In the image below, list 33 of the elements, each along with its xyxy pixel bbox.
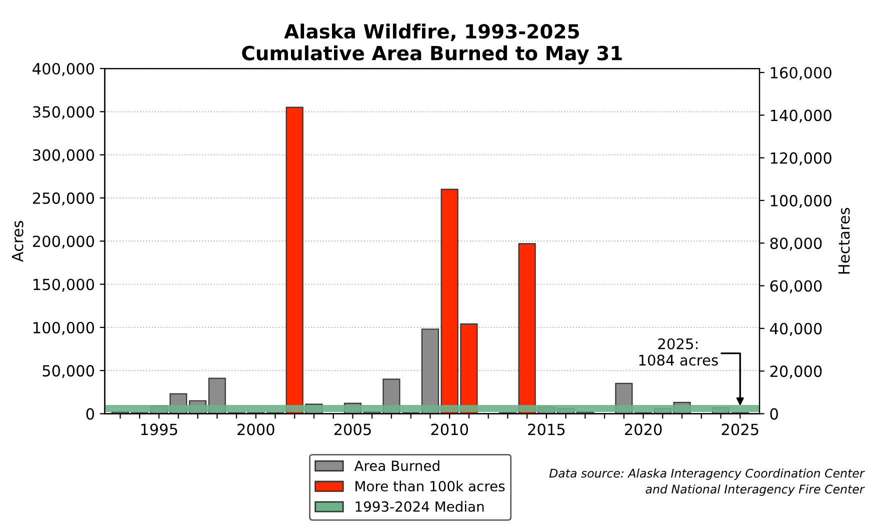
legend-label: More than 100k acres: [356, 480, 505, 492]
y2-tick-label: 0: [770, 408, 778, 420]
y-tick-label: 200,000: [32, 236, 94, 249]
y2-tick-label: 160,000: [770, 66, 832, 80]
x-tick-label: 2015: [528, 424, 565, 436]
legend-label: 1993-2024 Median: [356, 501, 484, 512]
y-tick-label: 100,000: [34, 322, 94, 335]
y2-tick-label: 100,000: [770, 194, 832, 208]
x-tick-label: 2000: [238, 424, 274, 436]
y2-tick-label: 20,000: [770, 366, 822, 379]
y-tick-label: 300,000: [33, 149, 94, 162]
y2-tick-label: 40,000: [770, 322, 822, 336]
x-tick-label: 1995: [141, 424, 178, 436]
y-tick-label: 50,000: [42, 365, 94, 378]
chart-title: Alaska Wildfire, 1993-2025 Cumulative Area Burned to May 31: [242, 24, 622, 64]
x-tick-label: 2020: [624, 424, 662, 436]
source-note: Data source: Alaska Interagency Coordination Center and National Interagency Fire Center: [549, 468, 865, 496]
y-tick-label: 400,000: [32, 62, 94, 76]
y-axis-title: Acres: [12, 220, 24, 262]
y2-tick-label: 60,000: [770, 280, 822, 294]
y2-tick-label: 120,000: [770, 152, 832, 166]
x-tick-label: 2025: [722, 424, 758, 436]
y-tick-label: 250,000: [32, 192, 94, 206]
y2-axis-title: Hectares: [838, 208, 850, 274]
annotation: 2025: 1084 acres: [639, 338, 718, 366]
y2-tick-label: 80,000: [770, 238, 822, 251]
y-tick-label: 150,000: [34, 278, 94, 292]
y-tick-label: 350,000: [33, 106, 94, 120]
y2-tick-label: 140,000: [770, 110, 832, 123]
x-tick-label: 2010: [431, 424, 468, 436]
y-tick-label: 0: [86, 408, 94, 420]
legend-label: Area Burned: [354, 460, 440, 472]
x-tick-label: 2005: [334, 424, 371, 436]
